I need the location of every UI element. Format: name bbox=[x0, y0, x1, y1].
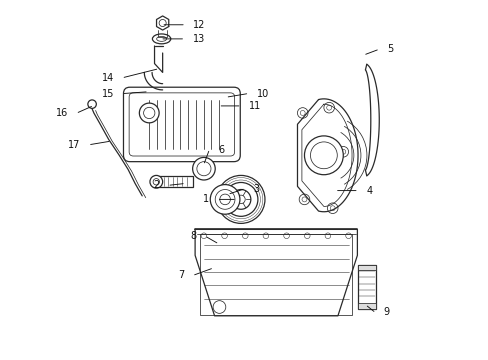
Circle shape bbox=[150, 175, 163, 188]
Text: 12: 12 bbox=[193, 20, 205, 30]
Text: 10: 10 bbox=[256, 89, 268, 99]
Text: 2: 2 bbox=[153, 180, 160, 190]
Circle shape bbox=[139, 103, 159, 123]
Text: 7: 7 bbox=[178, 270, 184, 280]
Text: 13: 13 bbox=[192, 34, 204, 44]
Bar bbox=[357, 265, 375, 309]
Text: 6: 6 bbox=[218, 145, 224, 155]
Text: 16: 16 bbox=[56, 108, 68, 118]
Text: 3: 3 bbox=[253, 184, 259, 194]
FancyBboxPatch shape bbox=[123, 87, 240, 162]
Circle shape bbox=[231, 189, 250, 209]
Circle shape bbox=[210, 185, 240, 214]
Text: 17: 17 bbox=[68, 140, 81, 150]
Text: 9: 9 bbox=[383, 307, 389, 317]
Text: 11: 11 bbox=[248, 101, 261, 111]
Circle shape bbox=[217, 175, 264, 224]
Text: 8: 8 bbox=[190, 231, 197, 242]
Text: 15: 15 bbox=[102, 89, 114, 99]
Text: 4: 4 bbox=[366, 186, 371, 195]
Circle shape bbox=[192, 157, 215, 180]
Circle shape bbox=[304, 136, 343, 175]
Text: 1: 1 bbox=[203, 194, 209, 204]
Text: 14: 14 bbox=[102, 73, 114, 83]
Bar bbox=[200, 234, 351, 315]
Bar bbox=[152, 176, 193, 187]
Text: 5: 5 bbox=[386, 45, 393, 54]
Bar bbox=[357, 303, 375, 309]
Bar bbox=[357, 265, 375, 270]
